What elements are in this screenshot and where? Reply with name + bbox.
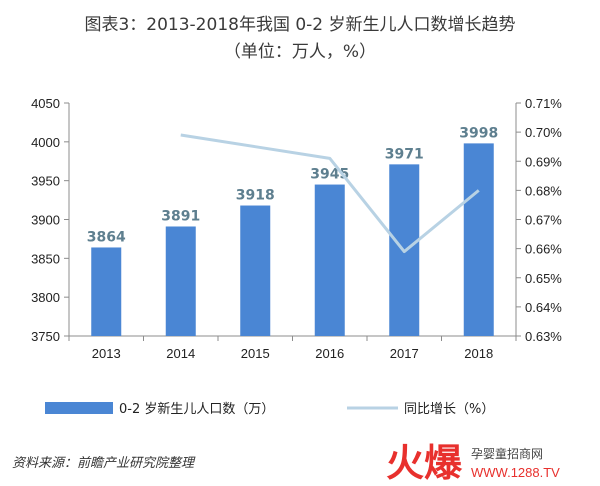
x-tick-label: 2014 — [166, 346, 195, 361]
x-tick-label: 2013 — [92, 346, 121, 361]
left-axis-ticks: 4050 4000 3950 3900 3850 3800 3750 — [31, 96, 69, 344]
left-tick-label: 3900 — [31, 213, 60, 228]
right-tick-label: 0.71% — [525, 96, 562, 111]
growth-line-series — [180, 133, 480, 254]
watermark-url: WWW.1288.TV — [471, 465, 560, 480]
bar-value-label: 3864 — [87, 229, 126, 245]
x-tick-label: 2016 — [315, 346, 344, 361]
bar-value-label: 3891 — [161, 208, 200, 224]
legend: 0-2 岁新生儿人口数（万） 同比增长（%） — [45, 401, 494, 417]
chart-subtitle: （单位：万人，%） — [224, 42, 376, 62]
x-axis-ticks: 2013 2014 2015 2016 2017 2018 — [68, 336, 517, 361]
x-tick-label: 2017 — [390, 346, 419, 361]
bar-value-label: 3998 — [459, 125, 498, 141]
left-tick-label: 3850 — [31, 251, 60, 266]
right-tick-label: 0.68% — [525, 183, 562, 198]
right-axis-ticks: 0.71% 0.70% 0.69% 0.68% 0.67% 0.66% 0.65% 0.64%… — [516, 96, 562, 344]
right-tick-label: 0.70% — [525, 125, 562, 140]
right-tick-label: 0.63% — [525, 329, 562, 344]
source-note: 资料来源：前瞻产业研究院整理 — [12, 455, 196, 471]
x-tick-label: 2015 — [241, 346, 270, 361]
left-tick-label: 4050 — [31, 96, 60, 111]
bar — [91, 247, 122, 336]
bar — [463, 143, 494, 336]
right-tick-label: 0.67% — [525, 213, 562, 228]
legend-bar-swatch — [45, 402, 113, 414]
bar-series — [91, 143, 494, 336]
right-tick-label: 0.64% — [525, 300, 562, 315]
bar-value-label: 3971 — [385, 146, 424, 162]
watermark-logo: 火爆 — [386, 441, 463, 485]
right-tick-label: 0.66% — [525, 242, 562, 257]
right-tick-label: 0.65% — [525, 271, 562, 286]
left-tick-label: 3750 — [31, 329, 60, 344]
bar — [240, 205, 271, 336]
legend-bar-label: 0-2 岁新生儿人口数（万） — [119, 401, 274, 417]
chart-title: 图表3：2013-2018年我国 0-2 岁新生儿人口数增长趋势 — [84, 15, 515, 35]
watermark-site-name: 孕婴童招商网 — [471, 446, 543, 461]
bar-value-label: 3918 — [236, 188, 275, 204]
legend-line-label: 同比增长（%） — [404, 402, 494, 417]
bar — [314, 184, 345, 336]
left-tick-label: 4000 — [31, 135, 60, 150]
growth-line — [180, 133, 480, 254]
bar — [165, 226, 196, 336]
right-tick-label: 0.69% — [525, 154, 562, 169]
left-tick-label: 3800 — [31, 290, 60, 305]
left-tick-label: 3950 — [31, 174, 60, 189]
site-watermark: 火爆 孕婴童招商网 WWW.1288.TV — [386, 441, 560, 485]
x-tick-label: 2018 — [464, 346, 493, 361]
